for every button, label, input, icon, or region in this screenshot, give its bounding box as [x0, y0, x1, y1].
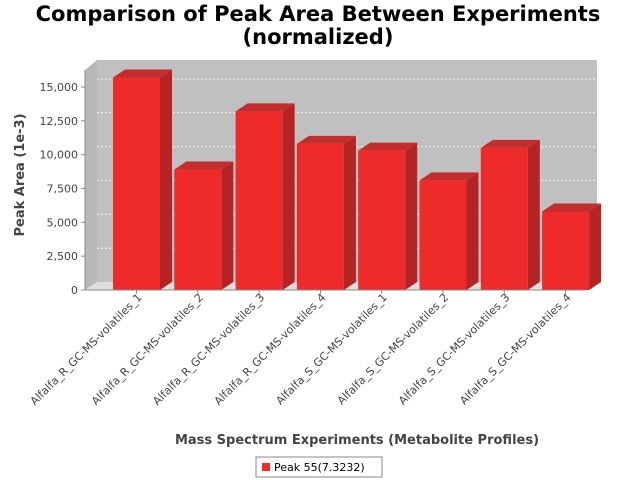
- plot-left-wall: [85, 60, 97, 290]
- y-axis: 0 2,500 5,000 7,500 10,000 12,500 15,000: [40, 70, 86, 297]
- bar-side: [221, 161, 234, 290]
- legend-box: [255, 456, 383, 478]
- plot-area: [85, 60, 602, 290]
- bar-side: [160, 69, 172, 290]
- x-tick-label: Alfalfa_R_GC-MS-volatiles_3: [150, 291, 267, 408]
- bar: [235, 103, 295, 290]
- bar: [113, 69, 172, 290]
- bar: [480, 139, 540, 290]
- bar-side: [466, 172, 479, 290]
- y-tick-label: 15,000: [40, 81, 79, 94]
- bar-top: [235, 103, 295, 112]
- x-tick-label: Alfalfa_S_GC-MS-volatiles_1: [273, 291, 389, 407]
- bar-top: [358, 142, 418, 151]
- legend-label: Peak 55(7.3232): [274, 461, 365, 474]
- bar-front: [235, 111, 283, 290]
- x-ticks: Alfalfa_R_GC-MS-volatiles_1Alfalfa_R_GC-…: [28, 290, 574, 408]
- bars: [113, 69, 602, 290]
- bar-front: [296, 143, 344, 290]
- bar-top: [296, 135, 356, 144]
- bar-front: [480, 147, 528, 290]
- y-tick-label: 7,500: [47, 183, 79, 196]
- bar-top: [480, 139, 540, 148]
- bar-side: [282, 103, 295, 290]
- x-axis: Alfalfa_R_GC-MS-volatiles_1Alfalfa_R_GC-…: [28, 289, 585, 408]
- bar-front: [358, 150, 406, 290]
- y-tick-label: 12,500: [40, 115, 79, 128]
- y-tick-label: 2,500: [47, 250, 79, 263]
- y-axis-label: Peak Area (1e-3): [13, 113, 28, 236]
- bar: [358, 142, 418, 290]
- y-tick-label: 5,000: [47, 216, 79, 229]
- bar-side: [405, 142, 418, 290]
- bar: [419, 172, 479, 290]
- bar-front: [113, 77, 160, 290]
- bar-top: [419, 172, 479, 181]
- x-tick-label: Alfalfa_S_GC-MS-volatiles_4: [457, 291, 573, 407]
- bar-side: [343, 135, 356, 290]
- x-tick-label: Alfalfa_R_GC-MS-volatiles_4: [212, 291, 329, 408]
- chart-title-line2: (normalized): [243, 25, 394, 49]
- bar-top: [113, 69, 172, 78]
- bar-side: [589, 203, 602, 290]
- bar-top: [542, 203, 602, 212]
- bar-top: [174, 161, 234, 170]
- x-tick-label: Alfalfa_R_GC-MS-volatiles_1: [28, 291, 145, 408]
- bar-front: [174, 169, 222, 290]
- x-axis-label: Mass Spectrum Experiments (Metabolite Pr…: [175, 433, 539, 448]
- bar-side: [527, 139, 540, 290]
- x-tick-label: Alfalfa_S_GC-MS-volatiles_2: [335, 291, 451, 407]
- x-tick-label: Alfalfa_S_GC-MS-volatiles_3: [396, 291, 512, 407]
- legend: Peak 55(7.3232): [255, 456, 383, 478]
- chart-title-line1: Comparison of Peak Area Between Experime…: [36, 2, 601, 26]
- bar: [542, 203, 602, 290]
- bar-front: [542, 211, 590, 290]
- y-tick-label: 0: [71, 284, 78, 297]
- bar-front: [419, 180, 467, 290]
- bar: [174, 161, 234, 290]
- y-tick-label: 10,000: [40, 149, 79, 162]
- bar: [296, 135, 356, 290]
- legend-swatch: [262, 463, 270, 471]
- x-tick-label: Alfalfa_R_GC-MS-volatiles_2: [89, 291, 206, 408]
- y-ticks: 0 2,500 5,000 7,500 10,000 12,500 15,000: [40, 81, 85, 297]
